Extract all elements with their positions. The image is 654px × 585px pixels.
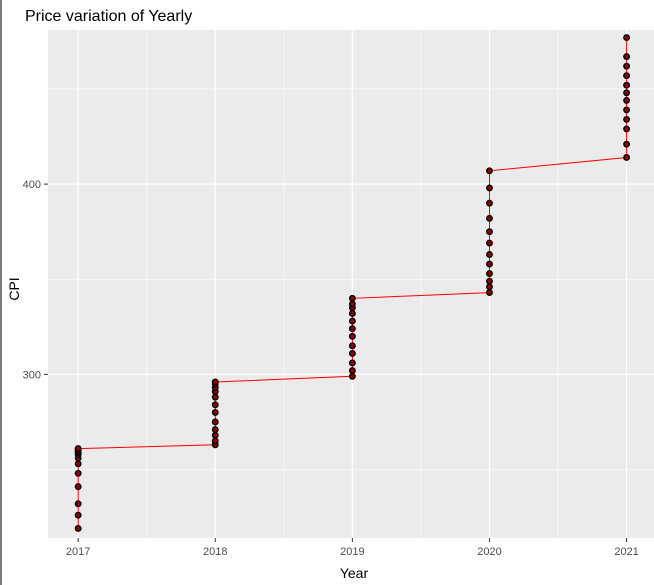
data-point [623,72,631,80]
data-point [211,426,219,434]
data-point [348,367,356,375]
data-point [486,167,493,175]
data-point [74,460,82,468]
data-point [486,260,493,268]
x-axis: 2017 2018 2019 2020 2021 [66,538,639,558]
y-tick-label: 400 [23,179,41,191]
data-point [623,115,631,123]
data-point [623,62,631,70]
data-point [348,372,356,380]
y-axis-title: CPI [6,277,22,300]
data-point [348,300,356,308]
x-tick-label: 2018 [203,546,227,558]
data-point [74,445,82,453]
data-point [74,469,82,477]
window-left-border [0,0,2,585]
minor-gridlines [48,30,654,538]
data-point [623,81,631,89]
data-point [623,34,631,42]
data-point [348,342,356,350]
data-point [486,199,493,207]
data-point [486,251,493,258]
data-point [211,378,219,386]
data-point [623,140,631,148]
data-point [348,349,356,357]
x-tick-label: 2019 [340,546,364,558]
data-point [623,89,631,97]
data-point [348,325,356,333]
plot-panel [48,30,654,538]
data-point [348,310,356,317]
data-point [486,184,493,192]
data-point [74,525,82,532]
data-point [348,294,356,302]
data-point [486,289,493,297]
y-tick-label: 300 [23,369,41,381]
data-point [211,431,219,439]
x-tick-label: 2020 [477,546,501,558]
x-tick-label: 2017 [66,546,90,558]
data-point [486,228,493,236]
data-point [623,96,631,104]
data-point [348,317,356,325]
chart-title: Price variation of Yearly [25,8,192,25]
data-point [348,359,356,367]
data-point [348,332,356,340]
data-point [623,125,631,133]
x-axis-title: Year [340,565,369,581]
data-point [486,270,493,277]
data-point [486,283,493,291]
data-point [486,214,493,222]
data-point [74,511,82,519]
data-point [211,418,219,426]
data-point [623,106,631,114]
data-point [211,393,219,401]
data-point [211,437,219,445]
data-point [486,277,493,285]
series-points [74,34,631,532]
x-tick-label: 2021 [614,546,638,558]
data-point [211,401,219,409]
data-point [74,483,82,491]
data-point [211,408,219,416]
data-point [486,239,493,247]
data-point [74,500,82,508]
data-point [623,154,631,161]
y-axis: 300 400 [23,179,48,381]
data-point [623,53,631,61]
